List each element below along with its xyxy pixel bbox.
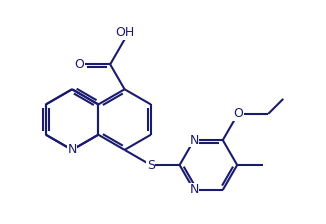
Text: N: N [189,134,199,146]
Text: N: N [189,183,199,196]
Text: OH: OH [115,26,134,39]
Text: S: S [147,159,155,172]
Text: N: N [67,143,77,156]
Text: O: O [74,58,84,71]
Text: O: O [233,107,243,120]
